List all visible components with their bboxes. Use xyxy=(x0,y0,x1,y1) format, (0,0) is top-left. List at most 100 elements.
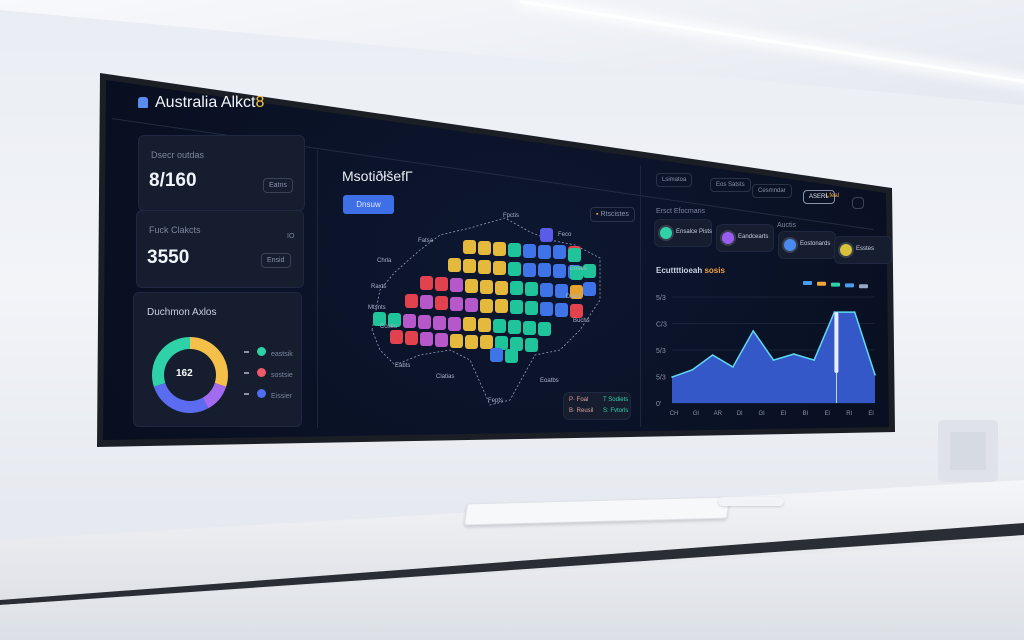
kpi-label: Eandcearts xyxy=(738,234,769,240)
map-tile[interactable] xyxy=(495,336,508,351)
map-tile[interactable] xyxy=(463,317,476,332)
map-tile[interactable] xyxy=(433,315,446,330)
map-tile[interactable] xyxy=(418,314,431,329)
map-tile[interactable] xyxy=(493,319,506,334)
map-tile[interactable] xyxy=(420,276,433,290)
region-label: Clatias xyxy=(436,374,455,380)
map-tile[interactable] xyxy=(553,245,566,260)
map-tile[interactable] xyxy=(510,300,523,315)
map-tile[interactable] xyxy=(508,320,521,335)
map-tile[interactable] xyxy=(435,276,448,291)
map-tile[interactable] xyxy=(448,316,461,331)
toolbar-item[interactable]: Lsimatoa xyxy=(656,173,693,187)
map-tile[interactable] xyxy=(463,258,476,273)
region-label: Eabts xyxy=(395,363,411,369)
map-tile[interactable] xyxy=(555,303,568,317)
kpi-label: Ensalce Pists xyxy=(676,229,713,235)
kpi-label: Eostonards xyxy=(800,241,831,247)
kpi-card[interactable]: Esstes xyxy=(834,236,892,264)
stat-corner: IO xyxy=(287,233,295,240)
map-tile[interactable] xyxy=(555,284,568,299)
map-tile[interactable] xyxy=(570,266,583,280)
data-point xyxy=(711,354,714,356)
map-tile[interactable] xyxy=(465,278,478,293)
map-action-button[interactable]: Dnsuw xyxy=(343,195,394,214)
data-point xyxy=(671,376,673,378)
map-tile[interactable] xyxy=(523,262,536,277)
map-tile[interactable] xyxy=(570,303,583,318)
map-tile[interactable] xyxy=(538,263,551,278)
map-tile[interactable] xyxy=(525,301,538,316)
map-tile[interactable] xyxy=(493,260,506,275)
map-tile[interactable] xyxy=(405,294,418,308)
map-tile[interactable] xyxy=(523,243,536,258)
highlight-marker[interactable] xyxy=(834,312,839,373)
map-tile[interactable] xyxy=(403,313,416,328)
toolbar-item[interactable]: Cesmndar xyxy=(752,184,792,198)
map-tile[interactable] xyxy=(525,338,538,353)
map-filter-button[interactable]: ▪ Rtscistes xyxy=(590,207,635,222)
x-tick-label: El xyxy=(868,411,873,417)
map-tile[interactable] xyxy=(490,348,503,362)
map-tile[interactable] xyxy=(390,330,403,344)
map-tile[interactable] xyxy=(420,294,433,309)
map-tile[interactable] xyxy=(450,296,463,311)
map-tile[interactable] xyxy=(480,279,493,294)
kpi-card[interactable]: Eostonards xyxy=(778,231,836,259)
map-tile[interactable] xyxy=(495,299,508,314)
donut-center-value: 162 xyxy=(176,368,193,379)
map-tile[interactable] xyxy=(553,264,566,279)
map-tile[interactable] xyxy=(505,348,518,363)
map-tile[interactable] xyxy=(373,312,386,326)
map-tile[interactable] xyxy=(523,321,536,335)
map-tile[interactable] xyxy=(540,283,553,298)
map-tile[interactable] xyxy=(525,282,538,297)
map-tile[interactable] xyxy=(510,281,523,296)
mouse xyxy=(718,497,784,506)
toolbar-item[interactable]: Lfeal xyxy=(826,193,840,199)
map-tile[interactable] xyxy=(570,285,583,299)
map-tile[interactable] xyxy=(478,240,491,255)
legend-item: Eissier xyxy=(244,385,292,403)
map-tile[interactable] xyxy=(465,334,478,349)
map-tile[interactable] xyxy=(480,335,493,350)
map-tile[interactable] xyxy=(540,228,553,242)
map-tile[interactable] xyxy=(493,241,506,256)
map-tile[interactable] xyxy=(568,248,581,262)
kpi-card[interactable]: Eandcearts xyxy=(716,224,774,252)
map-tile[interactable] xyxy=(478,318,491,333)
stat-button[interactable]: Eatns xyxy=(263,178,293,193)
map-tile[interactable] xyxy=(435,295,448,310)
kpi-card[interactable]: Ensalce Pists xyxy=(654,219,712,247)
map-tile[interactable] xyxy=(388,312,401,327)
map-tile[interactable] xyxy=(583,282,596,296)
map-tile[interactable] xyxy=(583,264,596,278)
map-tile[interactable] xyxy=(465,297,478,312)
map-tile[interactable] xyxy=(420,331,433,346)
map-legend-item: P· Foal xyxy=(569,397,589,403)
y-tick-label: 5/3 xyxy=(656,348,666,355)
y-tick-label: C/3 xyxy=(656,322,667,329)
toolbar-item[interactable]: Eos Satsts xyxy=(710,178,751,192)
column-divider xyxy=(640,165,641,427)
map-tile[interactable] xyxy=(450,277,463,292)
map-tile[interactable] xyxy=(538,244,551,259)
map-tile[interactable] xyxy=(450,333,463,348)
map-tile[interactable] xyxy=(463,240,476,254)
toolbar-item[interactable]: ASERL xyxy=(803,190,835,204)
legend-dot-icon xyxy=(257,389,266,399)
map-tile[interactable] xyxy=(480,298,493,313)
map-tile[interactable] xyxy=(448,258,461,272)
map-tile[interactable] xyxy=(538,321,551,336)
map-tile[interactable] xyxy=(540,302,553,317)
map-tile[interactable] xyxy=(435,332,448,347)
map-tile[interactable] xyxy=(495,280,508,295)
map-tile[interactable] xyxy=(508,261,521,276)
map-tile[interactable] xyxy=(478,259,491,274)
window-control-button[interactable] xyxy=(852,197,864,209)
map-tile[interactable] xyxy=(510,337,523,352)
map-tile[interactable] xyxy=(405,330,418,345)
data-point xyxy=(833,311,836,313)
map-tile[interactable] xyxy=(508,242,521,257)
stat-button[interactable]: Ensid xyxy=(261,253,291,268)
